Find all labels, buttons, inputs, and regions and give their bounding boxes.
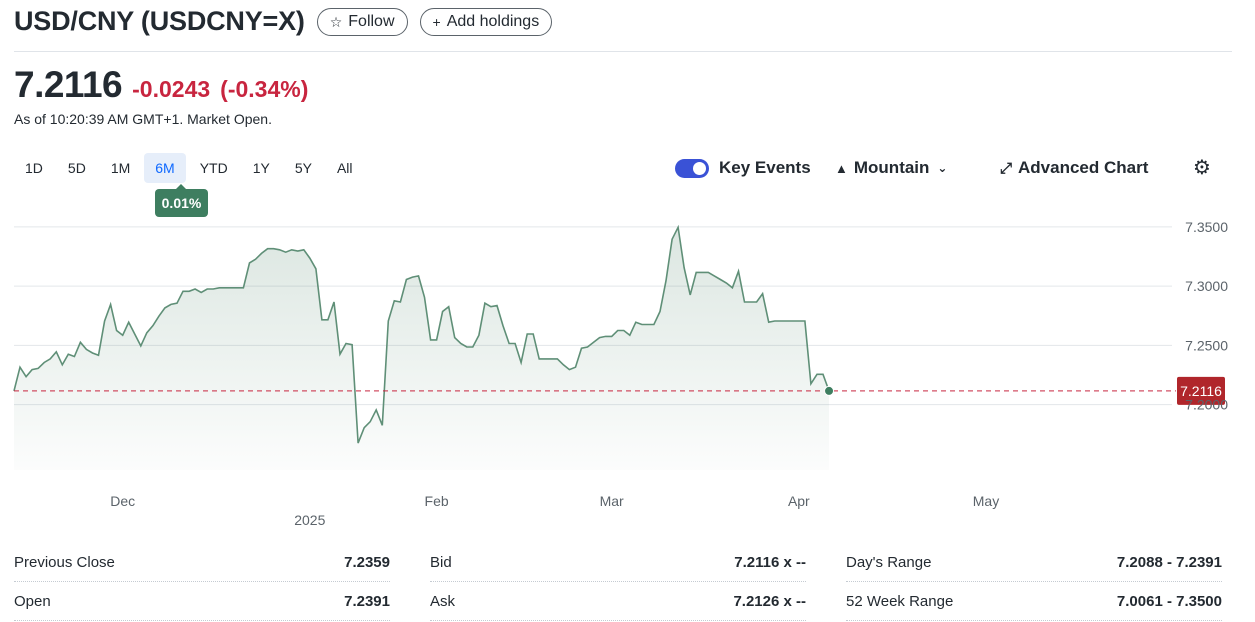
stat-value: 7.0061 - 7.3500 xyxy=(1116,592,1222,610)
range-button-1y[interactable]: 1Y xyxy=(252,160,270,176)
range-button-5d[interactable]: 5D xyxy=(67,160,86,176)
x-year-label: 2025 xyxy=(294,512,325,528)
range-button-6m[interactable]: 6M xyxy=(144,153,186,183)
mountain-icon: ▲ xyxy=(835,160,848,176)
stat-value: 7.2359 xyxy=(344,553,390,571)
stat-label: Ask xyxy=(430,592,456,610)
stat-label: Day's Range xyxy=(846,553,932,571)
star-icon: ☆ xyxy=(329,13,343,30)
range-button-1d[interactable]: 1D xyxy=(25,160,43,176)
stat-day-s-range: Day's Range 7.2088 - 7.2391 xyxy=(846,543,1222,582)
stat-bid: Bid 7.2116 x -- xyxy=(430,543,806,582)
stat-previous-close: Previous Close 7.2359 xyxy=(14,543,390,582)
x-tick-label: Mar xyxy=(600,493,624,509)
range-selector: 1D 5D 1M 6M YTD 1Y 5Y All xyxy=(14,153,367,183)
stat-value: 7.2116 x -- xyxy=(734,553,806,571)
page-title: USD/CNY (USDCNY=X) xyxy=(14,6,305,36)
gear-icon[interactable]: ⚙ xyxy=(1193,157,1211,179)
add-holdings-button[interactable]: + Add holdings xyxy=(419,7,553,36)
y-tick-label: 7.3500 xyxy=(1185,219,1228,235)
add-holdings-label: Add holdings xyxy=(446,12,540,30)
x-tick-label: Dec xyxy=(110,493,135,509)
stat-ask: Ask 7.2126 x -- xyxy=(430,582,806,621)
stat-label: Open xyxy=(14,592,51,610)
price-change: -0.0243 xyxy=(132,76,211,102)
y-tick-label: 7.3000 xyxy=(1185,278,1228,294)
stat-value: 7.2391 xyxy=(344,592,390,610)
quote-price-row: 7.2116 -0.0243 (-0.34%) xyxy=(14,64,308,106)
last-price-label-bg xyxy=(1177,376,1225,405)
header: USD/CNY (USDCNY=X) ☆ Follow + Add holdin… xyxy=(14,6,553,37)
stat-52-week-range: 52 Week Range 7.0061 - 7.3500 xyxy=(846,582,1222,621)
stat-label: 52 Week Range xyxy=(846,592,954,610)
range-button-1m[interactable]: 1M xyxy=(110,160,131,176)
follow-button[interactable]: ☆ Follow xyxy=(316,7,408,36)
stat-value: 7.2088 - 7.2391 xyxy=(1116,553,1222,571)
expand-arrows-icon: ⤢ xyxy=(1000,159,1013,177)
range-button-all[interactable]: All xyxy=(336,160,353,176)
stats-row: Open 7.2391 Ask 7.2126 x -- 52 Week Range 7.0… xyxy=(14,582,1223,621)
last-price-label: 7.2116 xyxy=(1180,383,1222,399)
range-change-badge: 0.01% xyxy=(155,184,208,217)
y-tick-label: 7.2000 xyxy=(1185,397,1228,413)
y-tick-label: 7.2500 xyxy=(1185,337,1228,353)
chevron-down-icon: ⌄ xyxy=(937,161,948,175)
price-line xyxy=(13,224,830,444)
follow-label: Follow xyxy=(348,12,395,30)
stat-open: Open 7.2391 xyxy=(14,582,390,621)
last-point xyxy=(824,385,835,396)
plus-icon: + xyxy=(432,13,441,30)
advanced-chart-button[interactable]: ⤢ Advanced Chart xyxy=(1000,158,1148,178)
stats-row: Previous Close 7.2359 Bid 7.2116 x -- Day's … xyxy=(14,543,1223,582)
area-fill xyxy=(14,227,829,470)
x-tick-label: Apr xyxy=(788,493,810,509)
key-events-toggle[interactable] xyxy=(675,159,709,178)
as-of-timestamp: As of 10:20:39 AM GMT+1. Market Open. xyxy=(14,111,272,127)
stat-label: Previous Close xyxy=(14,553,115,571)
key-events-label[interactable]: Key Events xyxy=(719,158,811,177)
stat-label: Bid xyxy=(430,553,452,571)
advanced-chart-label: Advanced Chart xyxy=(1018,158,1149,177)
x-tick-label: May xyxy=(973,493,999,509)
chart-type-label: Mountain xyxy=(853,158,930,177)
chart-type-dropdown[interactable]: ▲ Mountain ⌄ xyxy=(835,158,947,178)
current-price: 7.2116 xyxy=(14,64,123,105)
toggle-knob xyxy=(693,162,706,175)
header-divider xyxy=(14,51,1232,52)
stat-value: 7.2126 x -- xyxy=(733,592,806,610)
range-button-ytd[interactable]: YTD xyxy=(199,160,228,176)
price-chart[interactable]: 7.2116 7.3500 7.3000 7.2500 7.2000 Dec Feb Ma… xyxy=(0,200,1240,530)
range-button-5y[interactable]: 5Y xyxy=(294,160,312,176)
quote-stats: Previous Close 7.2359 Bid 7.2116 x -- Day's … xyxy=(14,543,1223,621)
x-tick-label: Feb xyxy=(425,493,449,509)
price-change-percent: (-0.34%) xyxy=(220,76,309,102)
